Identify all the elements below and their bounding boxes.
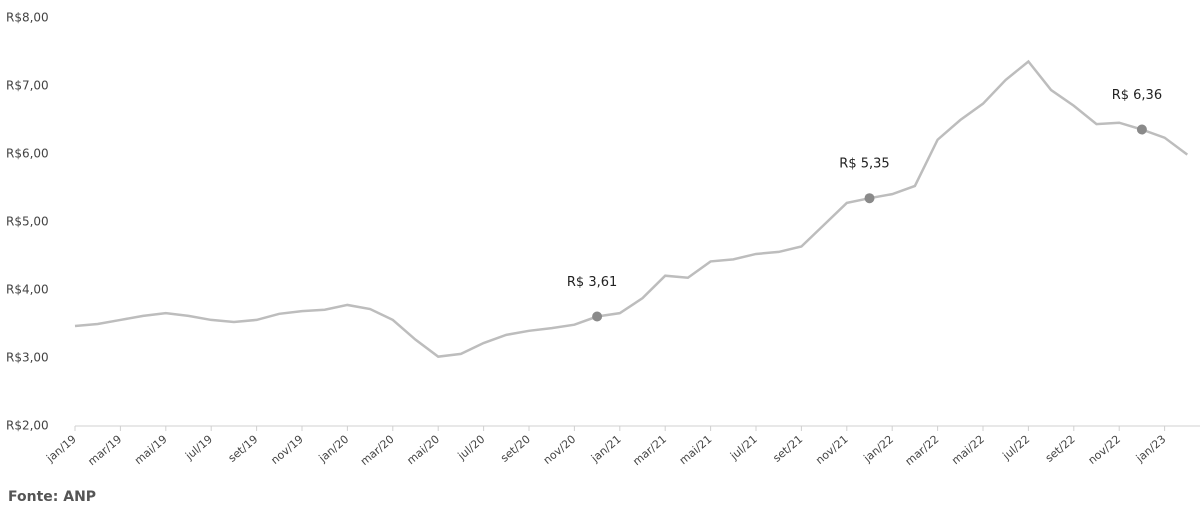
point-marker bbox=[1136, 124, 1147, 135]
x-tick-label: mai/22 bbox=[949, 433, 987, 468]
series-line bbox=[74, 59, 1189, 358]
x-tick-label: set/19 bbox=[226, 433, 261, 465]
x-tick-label: set/21 bbox=[770, 433, 805, 465]
x-tick-label: jan/23 bbox=[1133, 433, 1169, 466]
y-tick-label: R$8,00 bbox=[6, 11, 49, 25]
x-tick-label: jan/22 bbox=[861, 433, 897, 466]
data-label: R$ 6,36 bbox=[1112, 88, 1162, 103]
x-tick-label: jul/21 bbox=[727, 433, 760, 463]
point-marker bbox=[864, 193, 875, 204]
x-tick-label: jul/22 bbox=[1000, 433, 1033, 463]
data-label: R$ 3,61 bbox=[567, 275, 617, 290]
x-tick-label: nov/19 bbox=[268, 433, 305, 467]
x-tick-label: set/22 bbox=[1043, 433, 1078, 465]
y-tick-label: R$7,00 bbox=[6, 79, 49, 93]
x-tick-label: mai/21 bbox=[677, 433, 715, 468]
y-tick-label: R$5,00 bbox=[6, 215, 49, 229]
x-tick-label: mai/19 bbox=[132, 433, 170, 468]
y-tick-label: R$4,00 bbox=[6, 283, 49, 297]
x-tick-label: nov/20 bbox=[541, 433, 578, 467]
source: Fonte: ANP bbox=[8, 489, 96, 505]
x-tick-label: jul/19 bbox=[182, 433, 215, 463]
x-tick-label: mar/20 bbox=[358, 433, 397, 468]
x-tick-label: set/20 bbox=[498, 433, 533, 465]
point-marker bbox=[592, 311, 603, 322]
x-tick-label: nov/22 bbox=[1086, 433, 1123, 467]
x-tick-label: jul/20 bbox=[455, 433, 488, 463]
x-tick-label: jan/20 bbox=[316, 433, 352, 466]
data-label: R$ 5,35 bbox=[839, 157, 889, 172]
x-tick-label: jan/21 bbox=[588, 433, 624, 466]
x-tick-label: mar/21 bbox=[630, 433, 669, 468]
x-tick-label: jan/19 bbox=[43, 433, 79, 466]
x-tick-label: mar/19 bbox=[85, 433, 124, 468]
x-tick-label: nov/21 bbox=[813, 433, 850, 467]
y-tick-label: R$3,00 bbox=[6, 351, 49, 365]
y-tick-label: R$6,00 bbox=[6, 147, 49, 161]
x-tick-label: mai/20 bbox=[404, 433, 442, 468]
y-tick-label: R$2,00 bbox=[6, 419, 49, 433]
x-tick-label: mar/22 bbox=[903, 433, 942, 468]
